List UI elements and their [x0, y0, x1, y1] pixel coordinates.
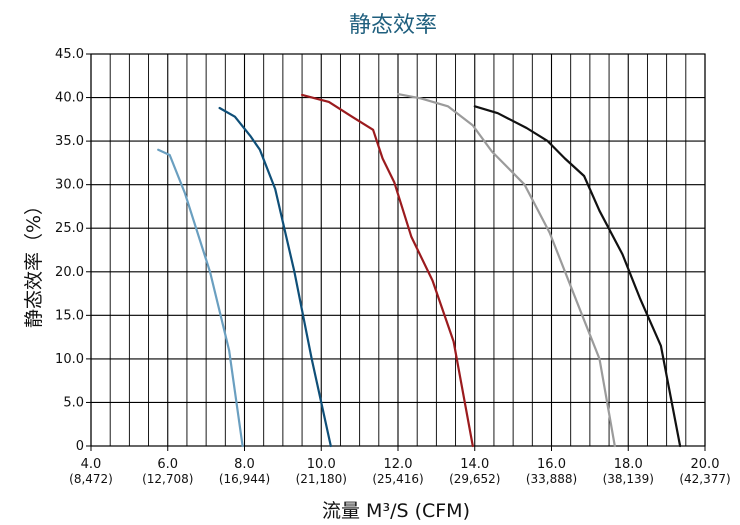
- series-line-4: [396, 93, 616, 448]
- y-tick-label: 10.0: [55, 352, 84, 367]
- x-tick-sublabel: (12,708): [142, 472, 193, 486]
- x-tick-sublabel: (8,472): [69, 472, 113, 486]
- series-layer: [157, 93, 682, 448]
- series-line-2: [218, 106, 332, 448]
- x-tick-sublabel: (38,139): [603, 472, 654, 486]
- y-tick-label: 5.0: [63, 395, 84, 410]
- y-tick-label: 30.0: [55, 178, 84, 193]
- y-tick-label: 15.0: [55, 308, 84, 323]
- series-line-3: [301, 93, 474, 448]
- y-axis-label: 静态效率（%）: [23, 196, 45, 328]
- x-tick-label: 10.0: [307, 457, 336, 472]
- x-tick-label: 16.0: [537, 457, 566, 472]
- y-tick-label: 35.0: [55, 134, 84, 149]
- y-tick-label: 25.0: [55, 221, 84, 236]
- series-line-5: [473, 105, 682, 448]
- x-tick-label: 12.0: [384, 457, 413, 472]
- x-tick-sublabel: (21,180): [296, 472, 347, 486]
- x-tick-label: 14.0: [460, 457, 489, 472]
- x-axis-label: 流量 M³/S (CFM): [322, 500, 470, 522]
- x-tick-label: 6.0: [157, 457, 178, 472]
- x-tick-label: 20.0: [691, 457, 720, 472]
- x-tick-sublabel: (33,888): [526, 472, 577, 486]
- y-tick-label: 20.0: [55, 265, 84, 280]
- x-tick-label: 18.0: [614, 457, 643, 472]
- y-tick-labels: 0 5.0 10.0 15.0 20.0 25.0 30.0 35.0 40.0 45.0: [55, 47, 91, 454]
- y-tick-label: 40.0: [55, 91, 84, 106]
- x-tick-labels: 4.0(8,472) 6.0(12,708) 8.0(16,944) 10.0(21,…: [69, 446, 731, 486]
- chart-title: 静态效率: [349, 13, 437, 38]
- x-tick-label: 8.0: [234, 457, 255, 472]
- x-tick-sublabel: (42,377): [679, 472, 730, 486]
- y-tick-label: 45.0: [55, 47, 84, 62]
- x-tick-label: 4.0: [81, 457, 102, 472]
- x-tick-sublabel: (25,416): [372, 472, 423, 486]
- major-grid: [90, 53, 706, 447]
- x-tick-sublabel: (29,652): [449, 472, 500, 486]
- series-line-1: [157, 148, 244, 448]
- y-tick-label: 0: [76, 439, 84, 454]
- x-tick-sublabel: (16,944): [219, 472, 270, 486]
